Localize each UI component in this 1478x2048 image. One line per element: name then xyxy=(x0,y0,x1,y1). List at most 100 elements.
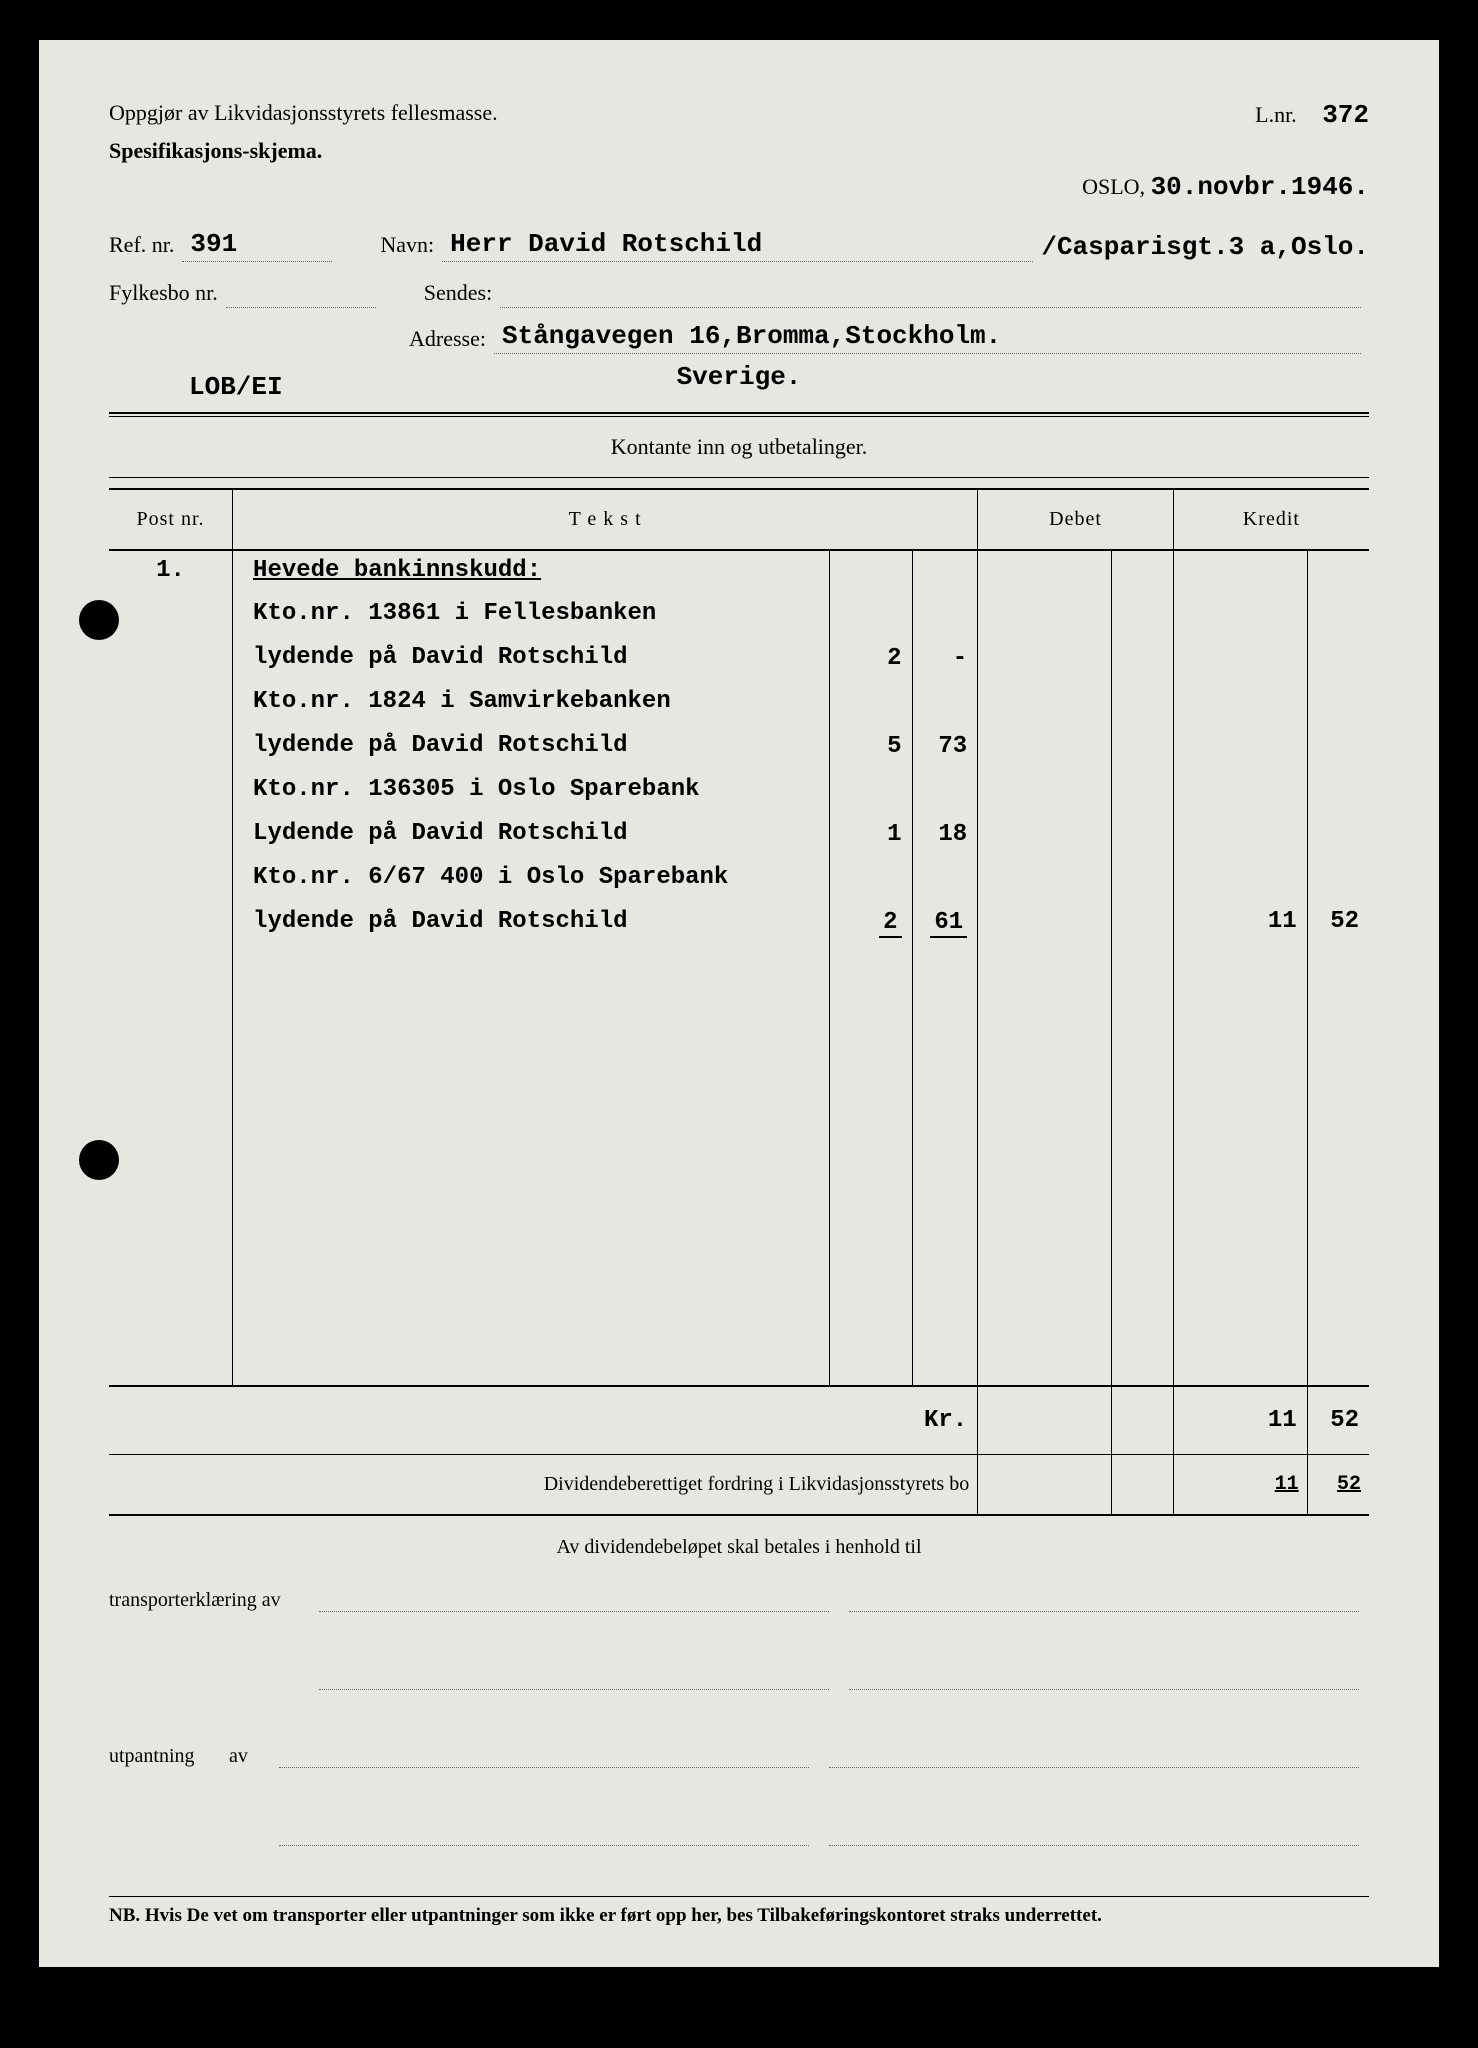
table-row-empty xyxy=(109,990,1369,1034)
fylkesbo-label: Fylkesbo nr. xyxy=(109,280,218,308)
navn-field: Herr David Rotschild xyxy=(442,232,1033,262)
kr-total-1: 11 xyxy=(1173,1386,1307,1455)
signature-line xyxy=(279,1740,809,1768)
table-row: 1.Hevede bankinnskudd: xyxy=(109,550,1369,594)
divider xyxy=(109,477,1369,478)
debet-sub-cell xyxy=(1112,550,1174,594)
punch-hole-icon xyxy=(79,1140,119,1180)
ref-label: Ref. nr. xyxy=(109,232,174,262)
amount-sub-cell: 18 xyxy=(912,814,978,858)
text-cell: Kto.nr. 6/67 400 i Oslo Sparebank xyxy=(233,858,830,902)
table-row-empty xyxy=(109,1254,1369,1298)
amount-sub-cell xyxy=(912,594,978,638)
amount-sub-cell xyxy=(912,550,978,594)
av-label: av xyxy=(229,1745,269,1768)
lnr-block: L.nr. 372 xyxy=(1255,100,1369,130)
lnr-value: 372 xyxy=(1322,100,1369,130)
kredit-main-cell xyxy=(1173,770,1307,814)
col-header-tekst: T e k s t xyxy=(233,490,978,550)
table-row-empty xyxy=(109,1078,1369,1122)
kredit-main-cell xyxy=(1173,726,1307,770)
fylkesbo-sendes-row: Fylkesbo nr. Sendes: xyxy=(109,280,1369,308)
signature-line xyxy=(829,1740,1359,1768)
kr-label: Kr. xyxy=(912,1386,978,1455)
signature-line xyxy=(319,1662,829,1690)
utpantning-label: utpantning xyxy=(109,1745,229,1768)
date-value: 30.novbr.1946. xyxy=(1151,172,1369,202)
kredit-sub-cell xyxy=(1307,726,1369,770)
amount-main-cell: 2 xyxy=(830,902,912,946)
post-nr-cell xyxy=(109,814,233,858)
amount-main-cell xyxy=(830,550,912,594)
amount-main-cell xyxy=(830,770,912,814)
kredit-sub-cell: 52 xyxy=(1307,902,1369,946)
utpantning-row: utpantning av xyxy=(109,1740,1369,1768)
nb-notice: NB. Hvis De vet om transporter eller utp… xyxy=(109,1896,1369,1927)
bottom-instruction: Av dividendebeløpet skal betales i henho… xyxy=(109,1536,1369,1559)
post-nr-cell xyxy=(109,682,233,726)
amount-sub-cell xyxy=(912,858,978,902)
text-cell: Kto.nr. 1824 i Samvirkebanken xyxy=(233,682,830,726)
text-cell: lydende på David Rotschild xyxy=(233,638,830,682)
fylkesbo-field xyxy=(226,280,376,308)
navn-value: Herr David Rotschild xyxy=(450,229,762,259)
table-header-row: Post nr. T e k s t Debet Kredit xyxy=(109,490,1369,550)
debet-main-cell xyxy=(978,726,1112,770)
header-row-1: Oppgjør av Likvidasjonsstyrets fellesmas… xyxy=(109,100,1369,130)
text-cell: Hevede bankinnskudd: xyxy=(233,550,830,594)
ref-navn-row: Ref. nr. 391 Navn: Herr David Rotschild … xyxy=(109,232,1369,262)
adresse-row: Adresse: Stångavegen 16,Bromma,Stockholm… xyxy=(409,326,1369,354)
amount-main-cell: 1 xyxy=(830,814,912,858)
punch-hole-icon xyxy=(79,600,119,640)
debet-main-cell xyxy=(978,550,1112,594)
ledger-table: Post nr. T e k s t Debet Kredit 1.Hevede… xyxy=(109,490,1369,1514)
adresse-label: Adresse: xyxy=(409,326,486,354)
table-row: Kto.nr. 1824 i Samvirkebanken xyxy=(109,682,1369,726)
amount-sub-cell: 73 xyxy=(912,726,978,770)
debet-sub-cell xyxy=(1112,594,1174,638)
kredit-sub-cell xyxy=(1307,682,1369,726)
kredit-sub-cell xyxy=(1307,770,1369,814)
bottom-section: Av dividendebeløpet skal betales i henho… xyxy=(109,1536,1369,1927)
adresse-field: Stångavegen 16,Bromma,Stockholm. xyxy=(494,326,1361,354)
table-row-empty xyxy=(109,1298,1369,1342)
table-row: Kto.nr. 6/67 400 i Oslo Sparebank xyxy=(109,858,1369,902)
col-header-kredit: Kredit xyxy=(1173,490,1369,550)
table-row: Kto.nr. 13861 i Fellesbanken xyxy=(109,594,1369,638)
utpantning-row-2 xyxy=(109,1818,1369,1846)
debet-main-cell xyxy=(978,902,1112,946)
amount-main-cell: 2 xyxy=(830,638,912,682)
debet-sub-cell xyxy=(1112,902,1174,946)
header-row-2: Spesifikasjons-skjema. xyxy=(109,138,1369,164)
table-row-empty xyxy=(109,1210,1369,1254)
text-cell: Kto.nr. 13861 i Fellesbanken xyxy=(233,594,830,638)
debet-sub-cell xyxy=(1112,814,1174,858)
post-nr-cell: 1. xyxy=(109,550,233,594)
document-subtitle: Spesifikasjons-skjema. xyxy=(109,138,322,164)
text-cell: lydende på David Rotschild xyxy=(233,902,830,946)
document-page: Oppgjør av Likvidasjonsstyrets fellesmas… xyxy=(39,40,1439,1967)
kredit-sub-cell xyxy=(1307,814,1369,858)
section-title: Kontante inn og utbetalinger. xyxy=(109,419,1369,475)
amount-main-cell xyxy=(830,682,912,726)
divider xyxy=(109,416,1369,417)
kredit-main-cell xyxy=(1173,550,1307,594)
debet-sub-cell xyxy=(1112,638,1174,682)
kr-total-2: 52 xyxy=(1307,1386,1369,1455)
amount-sub-cell: - xyxy=(912,638,978,682)
post-nr-cell xyxy=(109,770,233,814)
kr-total-row: Kr. 11 52 xyxy=(109,1386,1369,1455)
table-row: Lydende på David Rotschild118 xyxy=(109,814,1369,858)
ref-value: 391 xyxy=(190,229,237,259)
table-row-empty xyxy=(109,1122,1369,1166)
divider xyxy=(109,1514,1369,1516)
col-header-post: Post nr. xyxy=(109,490,233,550)
table-row-empty xyxy=(109,1166,1369,1210)
divider xyxy=(109,412,1369,414)
transport-row: transporterklæring av xyxy=(109,1584,1369,1612)
sendes-field xyxy=(500,280,1361,308)
debet-sub-cell xyxy=(1112,682,1174,726)
kredit-main-cell: 11 xyxy=(1173,902,1307,946)
div-total-2: 52 xyxy=(1307,1455,1369,1515)
table-row-empty xyxy=(109,1342,1369,1386)
